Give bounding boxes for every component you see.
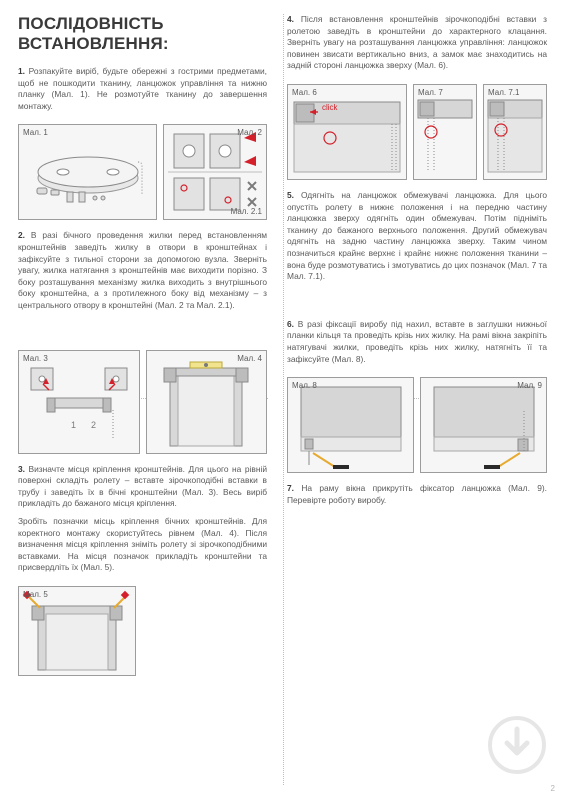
fig-71-svg [484, 88, 546, 176]
step-5: 5. Одягніть на ланцюжок обмежувачі ланцю… [287, 190, 547, 283]
svg-text:1: 1 [71, 420, 76, 430]
fig-4-svg [150, 354, 262, 450]
fig-row-3-4: Мал. 3 1 2 [18, 350, 267, 454]
fig-3-caption: Мал. 3 [23, 354, 48, 363]
figure-1: Мал. 1 [18, 124, 157, 220]
step-num-7: 7. [287, 483, 294, 493]
step-7-text: На раму вікна прикрутіть фіксатор ланцюж… [287, 483, 547, 505]
svg-text:click: click [322, 103, 339, 112]
fig-3-svg: 1 2 [23, 354, 135, 450]
figure-4: Мал. 4 [146, 350, 268, 454]
step-num-6: 6. [287, 319, 294, 329]
watermark-icon [487, 715, 547, 775]
page-number: 2 [551, 784, 555, 793]
step-num-5: 5. [287, 190, 294, 200]
fig-7-caption: Мал. 7 [418, 88, 443, 97]
fig-6-svg: click [288, 88, 406, 176]
page-title: ПОСЛІДОВНІСТЬ ВСТАНОВЛЕННЯ: [18, 14, 267, 54]
fig-21-caption: Мал. 2.1 [231, 207, 262, 216]
step-4: 4. Після встановлення кронштейнів зірочк… [287, 14, 547, 72]
fig-5-svg [22, 590, 132, 672]
figure-3: Мал. 3 1 2 [18, 350, 140, 454]
step-2-text: В разі бічного проведення жилки перед вс… [18, 230, 267, 310]
fig-2-caption: Мал. 2 [237, 128, 262, 137]
step-3a-text: Визначте місця кріплення кронштейнів. Дл… [18, 464, 267, 509]
fig-row-8-9: Мал. 8 Мал. 9 [287, 377, 547, 473]
step-num-3: 3. [18, 464, 25, 474]
step-3b: Зробіть позначки місць кріплення бічних … [18, 516, 267, 574]
step-6-text: В разі фіксації виробу під нахил, вставт… [287, 319, 547, 364]
figure-7: Мал. 7 [413, 84, 477, 180]
step-1-text: Розпакуйте виріб, будьте обережні з гост… [18, 66, 267, 111]
step-7: 7. На раму вікна прикрутіть фіксатор лан… [287, 483, 547, 506]
step-2: 2. В разі бічного проведення жилки перед… [18, 230, 267, 311]
fig-4-caption: Мал. 4 [237, 354, 262, 363]
fig-5-caption: Мал. 5 [23, 590, 48, 599]
figure-7-1: Мал. 7.1 [483, 84, 547, 180]
figure-2: Мал. 2 Мал. 2.1 [163, 124, 267, 220]
step-num-4: 4. [287, 14, 294, 24]
fig-8-caption: Мал. 8 [292, 381, 317, 390]
fig-71-caption: Мал. 7.1 [488, 88, 519, 97]
step-num-2: 2. [18, 230, 25, 240]
step-3b-text: Зробіть позначки місць кріплення бічних … [18, 516, 267, 572]
step-4-text: Після встановлення кронштейнів зірочкопо… [287, 14, 547, 70]
fig-row-5: Мал. 5 [18, 586, 267, 676]
step-1: 1. Розпакуйте виріб, будьте обережні з г… [18, 66, 267, 112]
figure-8: Мал. 8 [287, 377, 414, 473]
step-num-1: 1. [18, 66, 25, 76]
fig-9-caption: Мал. 9 [517, 381, 542, 390]
figure-9: Мал. 9 [420, 377, 547, 473]
fig-9-svg [428, 381, 540, 469]
fig-row-1-2: Мал. 1 Мал. 2 Мал. 2.1 [18, 124, 267, 220]
fig-7-svg [414, 88, 476, 176]
fig-2-svg [168, 128, 262, 216]
fig-row-6-7: Мал. 6 click Мал. 7 [287, 84, 547, 180]
fig-8-svg [295, 381, 407, 469]
step-6: 6. В разі фіксації виробу під нахил, вст… [287, 319, 547, 365]
figure-5: Мал. 5 [18, 586, 136, 676]
fig-1-svg [23, 132, 153, 212]
fig-6-caption: Мал. 6 [292, 88, 317, 97]
fig-1-caption: Мал. 1 [23, 128, 48, 137]
left-column: ПОСЛІДОВНІСТЬ ВСТАНОВЛЕННЯ: 1. Розпакуйт… [18, 14, 267, 785]
figure-6: Мал. 6 click [287, 84, 407, 180]
svg-text:2: 2 [91, 420, 96, 430]
right-column: 4. Після встановлення кронштейнів зірочк… [287, 14, 547, 785]
step-3a: 3. Визначте місця кріплення кронштейнів.… [18, 464, 267, 510]
vertical-divider [283, 14, 284, 785]
step-5-text: Одягніть на ланцюжок обмежувачі ланцюжка… [287, 190, 547, 281]
